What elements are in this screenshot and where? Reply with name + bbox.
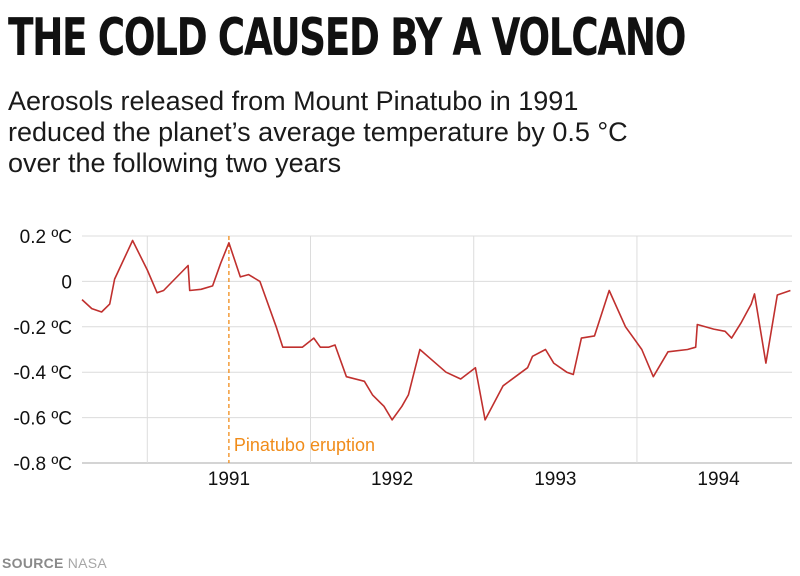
x-tick-label: 1991 [208, 469, 250, 490]
x-tick-label: 1992 [371, 469, 413, 490]
source-label: SOURCE [2, 555, 64, 571]
y-tick-label: -0.8 ºC [13, 454, 72, 475]
x-axis-labels: 1991 1992 1993 1994 [208, 469, 740, 490]
y-tick-label: -0.6 ºC [13, 409, 72, 430]
x-tick-label: 1994 [697, 469, 740, 490]
y-tick-label: 0 [61, 272, 72, 293]
source-credit: SOURCE NASA [2, 555, 107, 571]
y-axis-labels: 0.2 ºC 0 -0.2 ºC -0.4 ºC -0.6 ºC -0.8 ºC [13, 227, 72, 475]
eruption-label: Pinatubo eruption [234, 435, 375, 455]
y-tick-label: -0.2 ºC [13, 318, 72, 339]
annotation: Pinatubo eruption [228, 236, 375, 463]
gridlines [82, 235, 792, 464]
series-layer [81, 239, 791, 421]
chart-subtitle: Aerosols released from Mount Pinatubo in… [8, 86, 628, 178]
y-tick-label: 0.2 ºC [20, 227, 72, 248]
source-name: NASA [67, 555, 108, 571]
x-tick-label: 1993 [534, 469, 576, 490]
temperature-series-line [81, 239, 791, 421]
chart-title: THE COLD CAUSED BY A VOLCANO [8, 8, 686, 68]
y-tick-label: -0.4 ºC [13, 363, 72, 384]
